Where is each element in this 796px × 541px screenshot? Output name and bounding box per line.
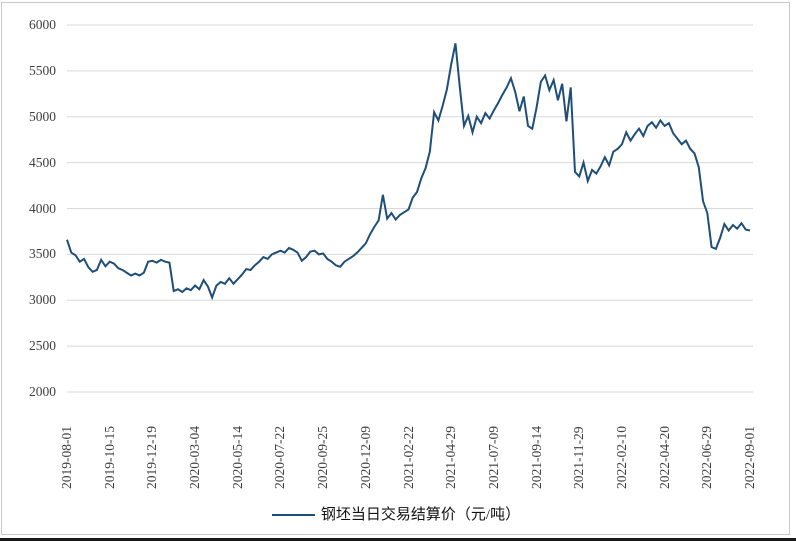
y-tick-label: 2500 — [29, 338, 56, 354]
legend-line-swatch — [271, 514, 315, 516]
y-tick-label: 3000 — [29, 292, 56, 308]
x-tick-label: 2022-09-01 — [742, 426, 757, 489]
y-tick-label: 2000 — [29, 384, 56, 399]
x-tick-label: 2020-07-22 — [272, 426, 288, 489]
y-tick-label: 4000 — [29, 200, 56, 216]
x-tick-label: 2020-09-25 — [315, 426, 331, 489]
x-tick-label: 2022-02-10 — [613, 426, 629, 489]
price-series-line — [66, 43, 751, 301]
y-tick-label: 5500 — [29, 62, 56, 78]
legend-label: 钢坯当日交易结算价（元/吨） — [320, 507, 521, 523]
y-tick-label: 5000 — [29, 108, 56, 124]
x-tick-label: 2022-06-29 — [699, 426, 715, 489]
x-tick-label: 2019-12-19 — [144, 426, 160, 489]
y-tick-label: 4500 — [29, 154, 56, 170]
x-tick-label: 2021-11-29 — [571, 426, 587, 490]
x-tick-label: 2021-09-14 — [528, 426, 544, 489]
x-tick-label: 2022-04-20 — [656, 426, 672, 489]
x-tick-label: 2020-03-04 — [187, 426, 203, 489]
x-tick-label: 2019-10-15 — [101, 426, 117, 489]
bottom-edge-bar — [0, 538, 796, 541]
chart-frame — [1, 2, 790, 535]
x-tick-label: 2021-02-22 — [400, 426, 416, 489]
legend: 钢坯当日交易结算价（元/吨） — [0, 506, 792, 524]
x-tick-label: 2021-04-29 — [443, 426, 459, 489]
x-tick-label: 2021-07-09 — [485, 426, 501, 489]
x-tick-label: 2020-12-09 — [357, 426, 373, 489]
y-tick-label: 3500 — [29, 246, 56, 262]
x-tick-label: 2019-08-01 — [59, 426, 74, 489]
x-tick-label: 2020-05-14 — [229, 426, 245, 489]
y-tick-label: 6000 — [29, 17, 56, 32]
